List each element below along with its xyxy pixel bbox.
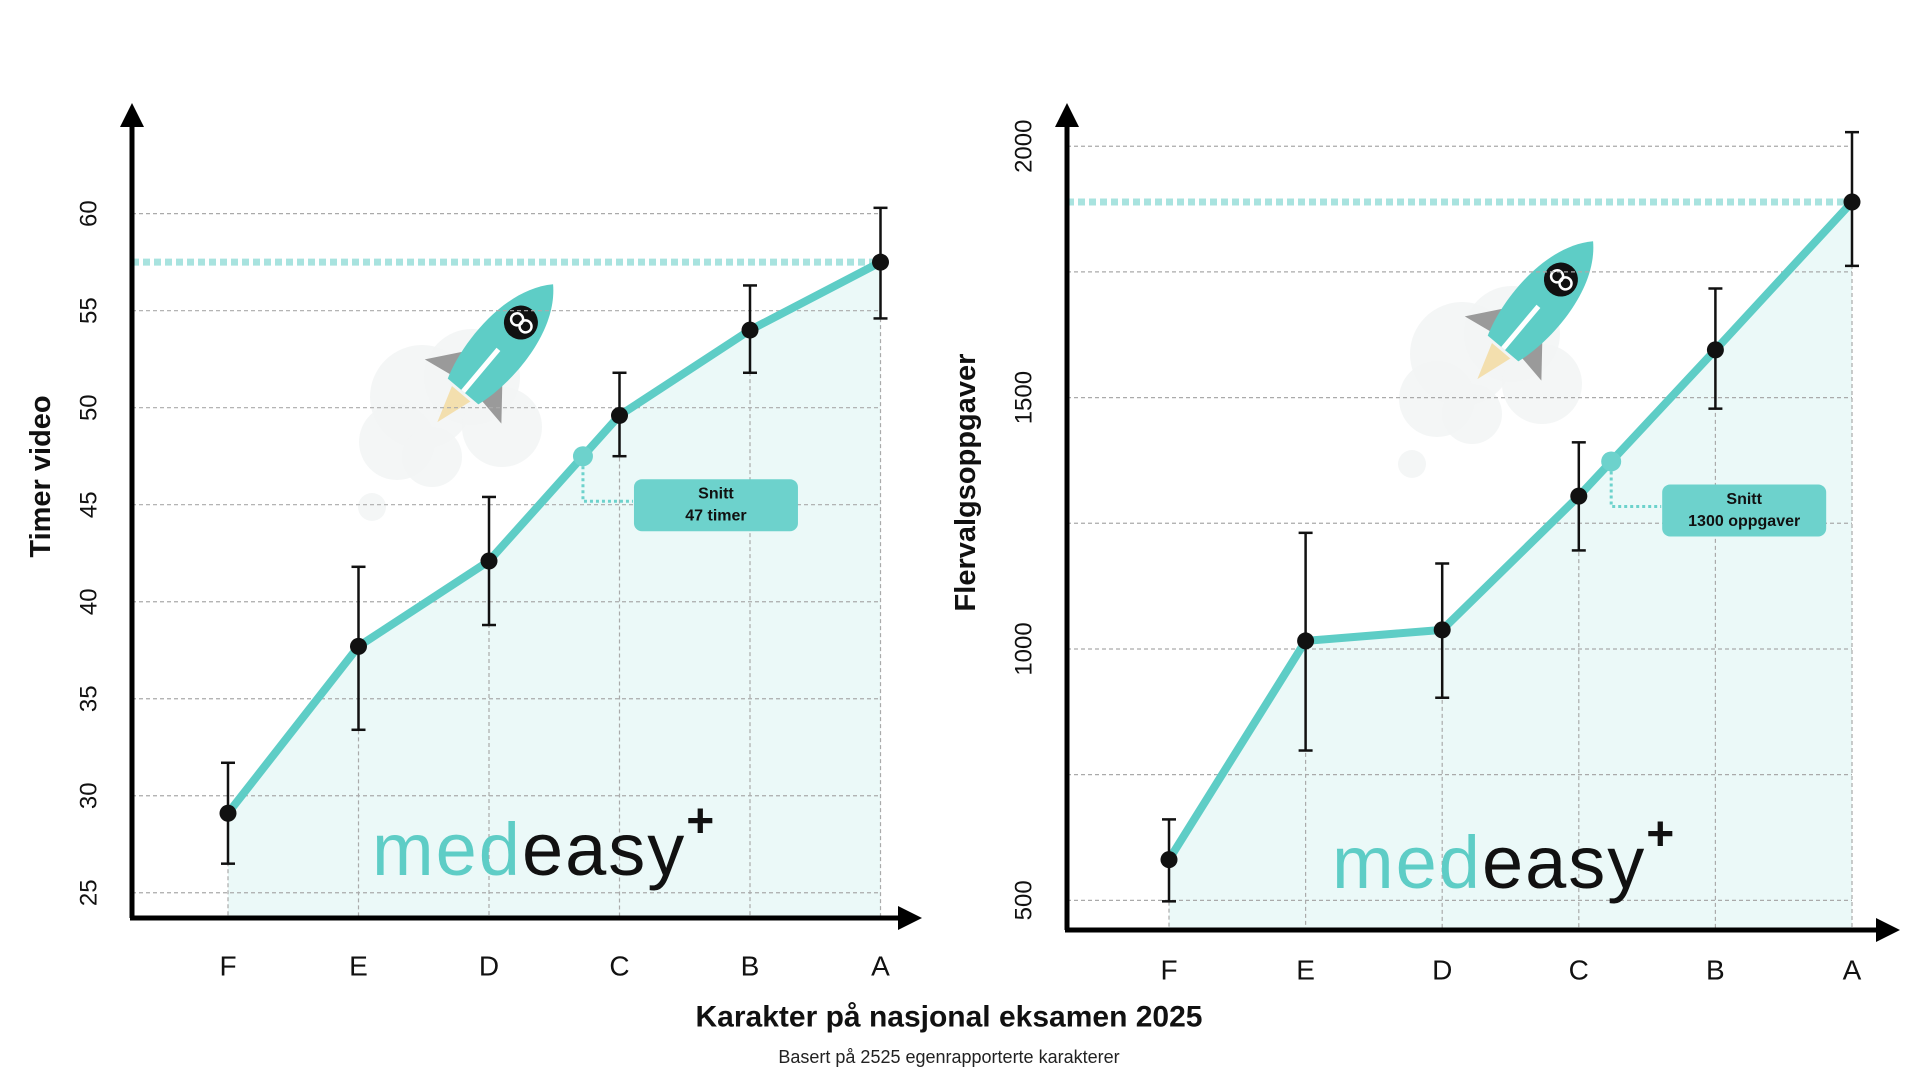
smoke <box>402 427 462 487</box>
average-label: 1300 oppgaver <box>1688 513 1800 530</box>
average-box <box>1662 484 1827 537</box>
watermark-plus: + <box>686 795 716 848</box>
smoke <box>1442 384 1502 444</box>
watermark-part: easy <box>1482 821 1646 904</box>
average-label: Snitt <box>1726 491 1762 508</box>
smoke <box>1398 450 1426 478</box>
rocket-stripe <box>1501 304 1541 351</box>
x-tick-label: F <box>1160 955 1177 986</box>
y-axis-arrow <box>1055 103 1079 127</box>
average-connector <box>581 466 633 503</box>
rocket-eye <box>518 319 533 334</box>
y-tick-label: 25 <box>76 879 103 906</box>
x-axis-arrow <box>1876 918 1900 942</box>
average-label: 47 timer <box>685 508 746 525</box>
data-point <box>1297 632 1315 650</box>
data-point <box>741 321 759 339</box>
x-tick-label: F <box>219 951 236 982</box>
watermark: medeasy+ <box>372 795 716 891</box>
data-point <box>1706 341 1724 359</box>
y-tick-label: 50 <box>76 394 103 421</box>
x-tick-label: B <box>1706 955 1725 986</box>
y-tick-label: 55 <box>76 297 103 324</box>
smoke <box>1502 344 1582 424</box>
data-point <box>1160 851 1178 869</box>
data-line <box>1165 199 1855 862</box>
x-axis-title: Karakter på nasjonal eksamen 2025 <box>696 1001 1203 1034</box>
x-tick-label: C <box>1569 955 1589 986</box>
y-tick-label: 30 <box>76 782 103 809</box>
watermark-part: easy <box>522 808 686 891</box>
average-box <box>633 479 798 532</box>
watermark: medeasy+ <box>1332 808 1676 904</box>
data-point <box>350 637 367 655</box>
average-connector <box>1609 471 1662 508</box>
rocket-eye <box>1558 276 1573 291</box>
y-tick-label: 2000 <box>1011 120 1038 173</box>
x-tick-label: C <box>609 951 629 982</box>
smoke <box>462 387 542 467</box>
data-point <box>219 804 237 822</box>
data-point <box>1570 487 1588 505</box>
rocket-flame <box>1477 343 1511 380</box>
watermark-part: med <box>372 808 522 891</box>
caption: Basert på 2525 egenrapporterte karaktere… <box>778 1047 1119 1067</box>
average-point <box>572 446 593 467</box>
smoke <box>358 493 386 521</box>
y-tick-label: 40 <box>76 588 103 615</box>
data-point <box>1843 193 1861 211</box>
x-tick-label: D <box>1432 955 1452 986</box>
y-tick-label: 45 <box>76 491 103 518</box>
x-tick-label: E <box>349 951 368 982</box>
x-tick-label: A <box>871 951 890 982</box>
average-label: Snitt <box>698 486 734 503</box>
area <box>228 262 881 918</box>
average-point <box>1601 451 1622 472</box>
x-tick-label: E <box>1296 955 1315 986</box>
x-tick-label: D <box>479 951 499 982</box>
data-point <box>1433 621 1451 639</box>
rocket <box>424 284 554 424</box>
x-axis-arrow <box>898 906 922 930</box>
y-axis-title: Flervalgsoppgaver <box>950 354 982 612</box>
data-line <box>224 258 883 816</box>
y-tick-label: 500 <box>1011 880 1038 920</box>
rocket-stripe <box>461 347 501 394</box>
y-tick-label: 1500 <box>1011 371 1038 424</box>
y-tick-label: 35 <box>76 685 103 712</box>
y-axis-title: Timer video <box>25 395 57 557</box>
y-tick-label: 60 <box>76 200 103 227</box>
rocket-fin <box>424 350 469 375</box>
rocket <box>1464 241 1594 381</box>
y-axis-arrow <box>120 103 144 127</box>
x-tick-label: A <box>1843 955 1862 986</box>
data-point <box>872 253 889 271</box>
y-tick-label: 1000 <box>1011 622 1038 675</box>
watermark-plus: + <box>1646 808 1676 861</box>
data-point <box>480 552 498 570</box>
data-point <box>611 406 628 424</box>
watermark-part: med <box>1332 821 1482 904</box>
rocket-flame <box>437 386 471 423</box>
x-tick-label: B <box>741 951 760 982</box>
rocket-fin <box>1464 307 1509 332</box>
